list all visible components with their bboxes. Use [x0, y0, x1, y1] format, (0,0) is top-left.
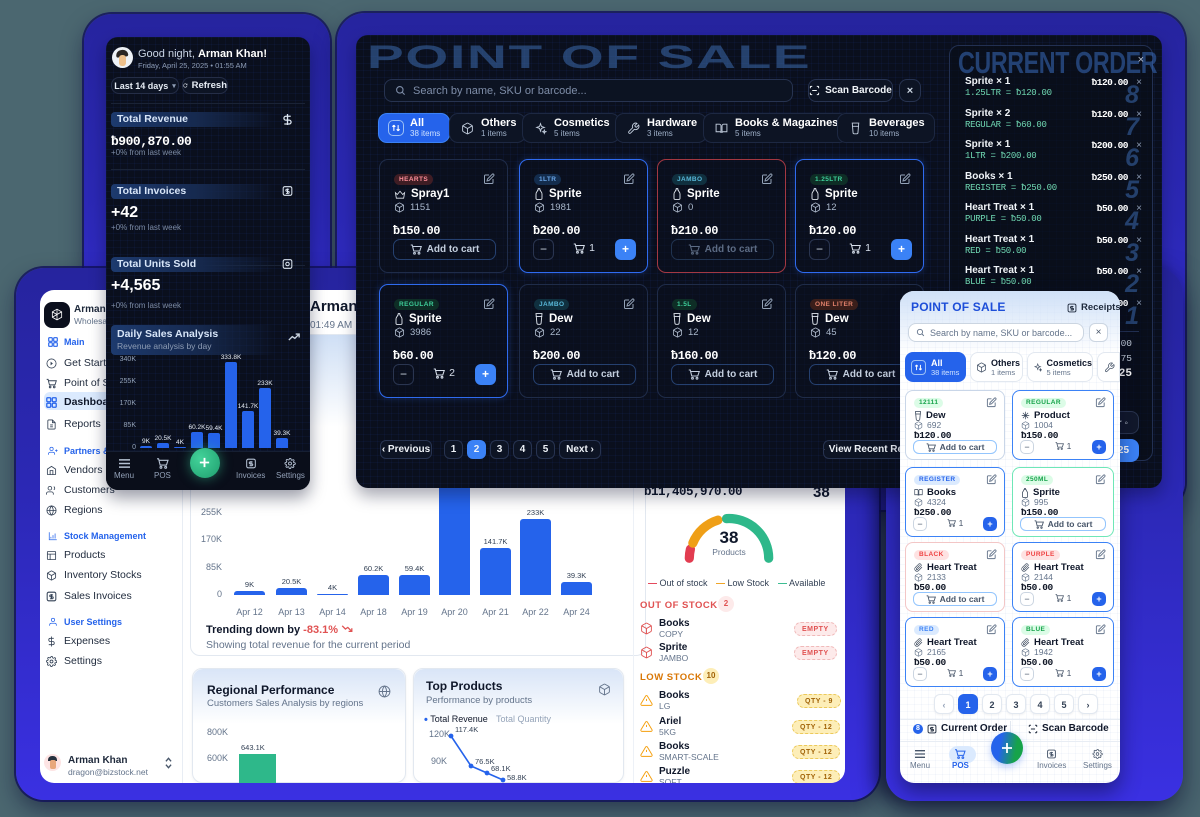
svg-text:117.4K: 117.4K [455, 725, 478, 734]
svg-text:76.5K: 76.5K [475, 757, 495, 766]
svg-text:68.1K: 68.1K [491, 764, 511, 773]
svg-text:58.8K: 58.8K [507, 773, 527, 782]
